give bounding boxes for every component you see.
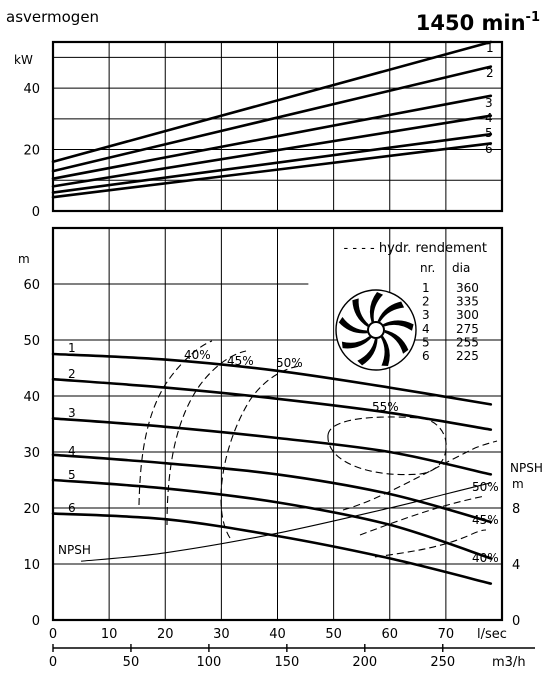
head-y-tick: 20 <box>23 502 40 517</box>
efficiency-contour <box>166 350 247 526</box>
power-panel-frame <box>51 40 504 213</box>
power-panel-title: asvermogen <box>6 8 99 26</box>
x-tick-m3h: 0 <box>49 655 57 670</box>
impeller-dia: 300 <box>456 308 479 322</box>
power-y-tick: 0 <box>32 205 40 220</box>
efficiency-contour <box>359 495 486 536</box>
head-y-tick: 50 <box>23 334 40 349</box>
power-curve-label: 2 <box>486 66 494 80</box>
head-curve-5 <box>51 478 493 560</box>
head-curve-6 <box>51 512 493 585</box>
impeller-dia: 225 <box>456 349 479 363</box>
head-curve-label: 5 <box>68 468 76 482</box>
impeller-nr: 1 <box>422 281 430 295</box>
head-curve-label: 2 <box>68 367 76 381</box>
power-y-tick: 40 <box>23 82 40 97</box>
efficiency-contour <box>327 416 447 476</box>
power-curve-label: 1 <box>486 41 494 55</box>
x-tick-m3h: 100 <box>196 655 221 670</box>
x-tick-m3h: 150 <box>274 655 299 670</box>
head-curve-label: 3 <box>68 406 76 420</box>
power-curve-2 <box>51 65 493 173</box>
head-panel-frame <box>51 226 504 622</box>
npsh-tick: 8 <box>512 502 520 517</box>
impeller-vane <box>369 292 384 323</box>
impeller-dia: 335 <box>456 295 479 309</box>
x-label-m3h: m3/h <box>492 655 526 670</box>
npsh-tick: 0 <box>512 614 520 629</box>
impeller-vane <box>352 298 369 327</box>
power-curve-3 <box>51 94 493 180</box>
npsh-tick: 4 <box>512 558 520 573</box>
head-y-tick: 60 <box>23 278 40 293</box>
npsh-curve <box>81 482 491 562</box>
x-tick-lsec: 60 <box>381 627 398 642</box>
power-curve-1 <box>51 40 493 164</box>
table-header-nr: nr. <box>420 261 435 275</box>
head-curve-2 <box>51 377 493 431</box>
head-curve-1 <box>51 352 493 406</box>
x-tick-lsec: 30 <box>213 627 230 642</box>
x-label-lsec: l/sec <box>477 627 507 642</box>
head-curve-3 <box>51 417 493 476</box>
x-tick-lsec: 10 <box>101 627 118 642</box>
head-y-tick: 30 <box>23 446 40 461</box>
x-tick-lsec: 70 <box>438 627 455 642</box>
impeller-hub <box>367 321 385 339</box>
impeller-vane <box>382 320 414 331</box>
head-y-tick: 0 <box>32 614 40 629</box>
impeller-vane <box>380 335 390 367</box>
impeller-vane <box>384 330 409 354</box>
power-curve-4 <box>51 114 493 188</box>
head-y-label: m <box>18 252 30 266</box>
head-curve-label: 4 <box>68 444 76 458</box>
power-curve-label: 4 <box>485 111 493 125</box>
impeller-nr: 2 <box>422 295 430 309</box>
x-tick-m3h: 200 <box>352 655 377 670</box>
x-tick-lsec: 20 <box>157 627 174 642</box>
impeller-dia: 255 <box>456 335 479 349</box>
impeller-vane <box>341 336 372 349</box>
power-curve-label: 5 <box>485 126 493 140</box>
power-curve-label: 3 <box>485 96 493 110</box>
speed-exponent: -1 <box>526 10 540 25</box>
power-curve-5 <box>51 132 493 194</box>
efficiency-legend: - - - - hydr. rendement <box>344 241 487 256</box>
head-curve-label: 6 <box>68 501 76 515</box>
impeller-vane <box>338 316 368 334</box>
efficiency-contour <box>342 440 498 511</box>
npsh-axis-label: NPSH <box>510 461 543 475</box>
impeller-nr: 6 <box>422 349 430 363</box>
npsh-axis-unit: m <box>512 477 524 491</box>
table-header-dia: dia <box>452 261 470 275</box>
impeller-vane <box>357 338 378 366</box>
power-y-label: kW <box>14 53 33 67</box>
head-curve-4 <box>51 453 493 524</box>
x-tick-lsec: 0 <box>49 627 57 642</box>
head-y-tick: 40 <box>23 390 40 405</box>
x-tick-m3h: 50 <box>123 655 140 670</box>
speed-label: 1450 min-1 <box>416 10 540 35</box>
efficiency-label: 40% <box>184 348 211 362</box>
npsh-curve-label: NPSH <box>58 543 91 557</box>
efficiency-contour <box>374 529 487 558</box>
impeller-nr: 4 <box>422 322 430 336</box>
efficiency-label: 50% <box>276 356 303 370</box>
power-curve-label: 6 <box>485 142 493 156</box>
impeller-nr: 5 <box>422 335 430 349</box>
x-tick-lsec: 50 <box>325 627 342 642</box>
efficiency-label: 50% <box>472 480 499 494</box>
power-curve-6 <box>51 142 493 199</box>
efficiency-contour <box>138 340 213 506</box>
x-tick-lsec: 40 <box>269 627 286 642</box>
impeller-dia: 275 <box>456 322 479 336</box>
x-tick-m3h: 250 <box>430 655 455 670</box>
impeller-vane <box>377 301 405 322</box>
impeller-nr: 3 <box>422 308 430 322</box>
head-y-tick: 10 <box>23 558 40 573</box>
power-y-tick: 20 <box>23 144 40 159</box>
impeller-dia: 360 <box>456 281 479 295</box>
head-curve-label: 1 <box>68 341 76 355</box>
